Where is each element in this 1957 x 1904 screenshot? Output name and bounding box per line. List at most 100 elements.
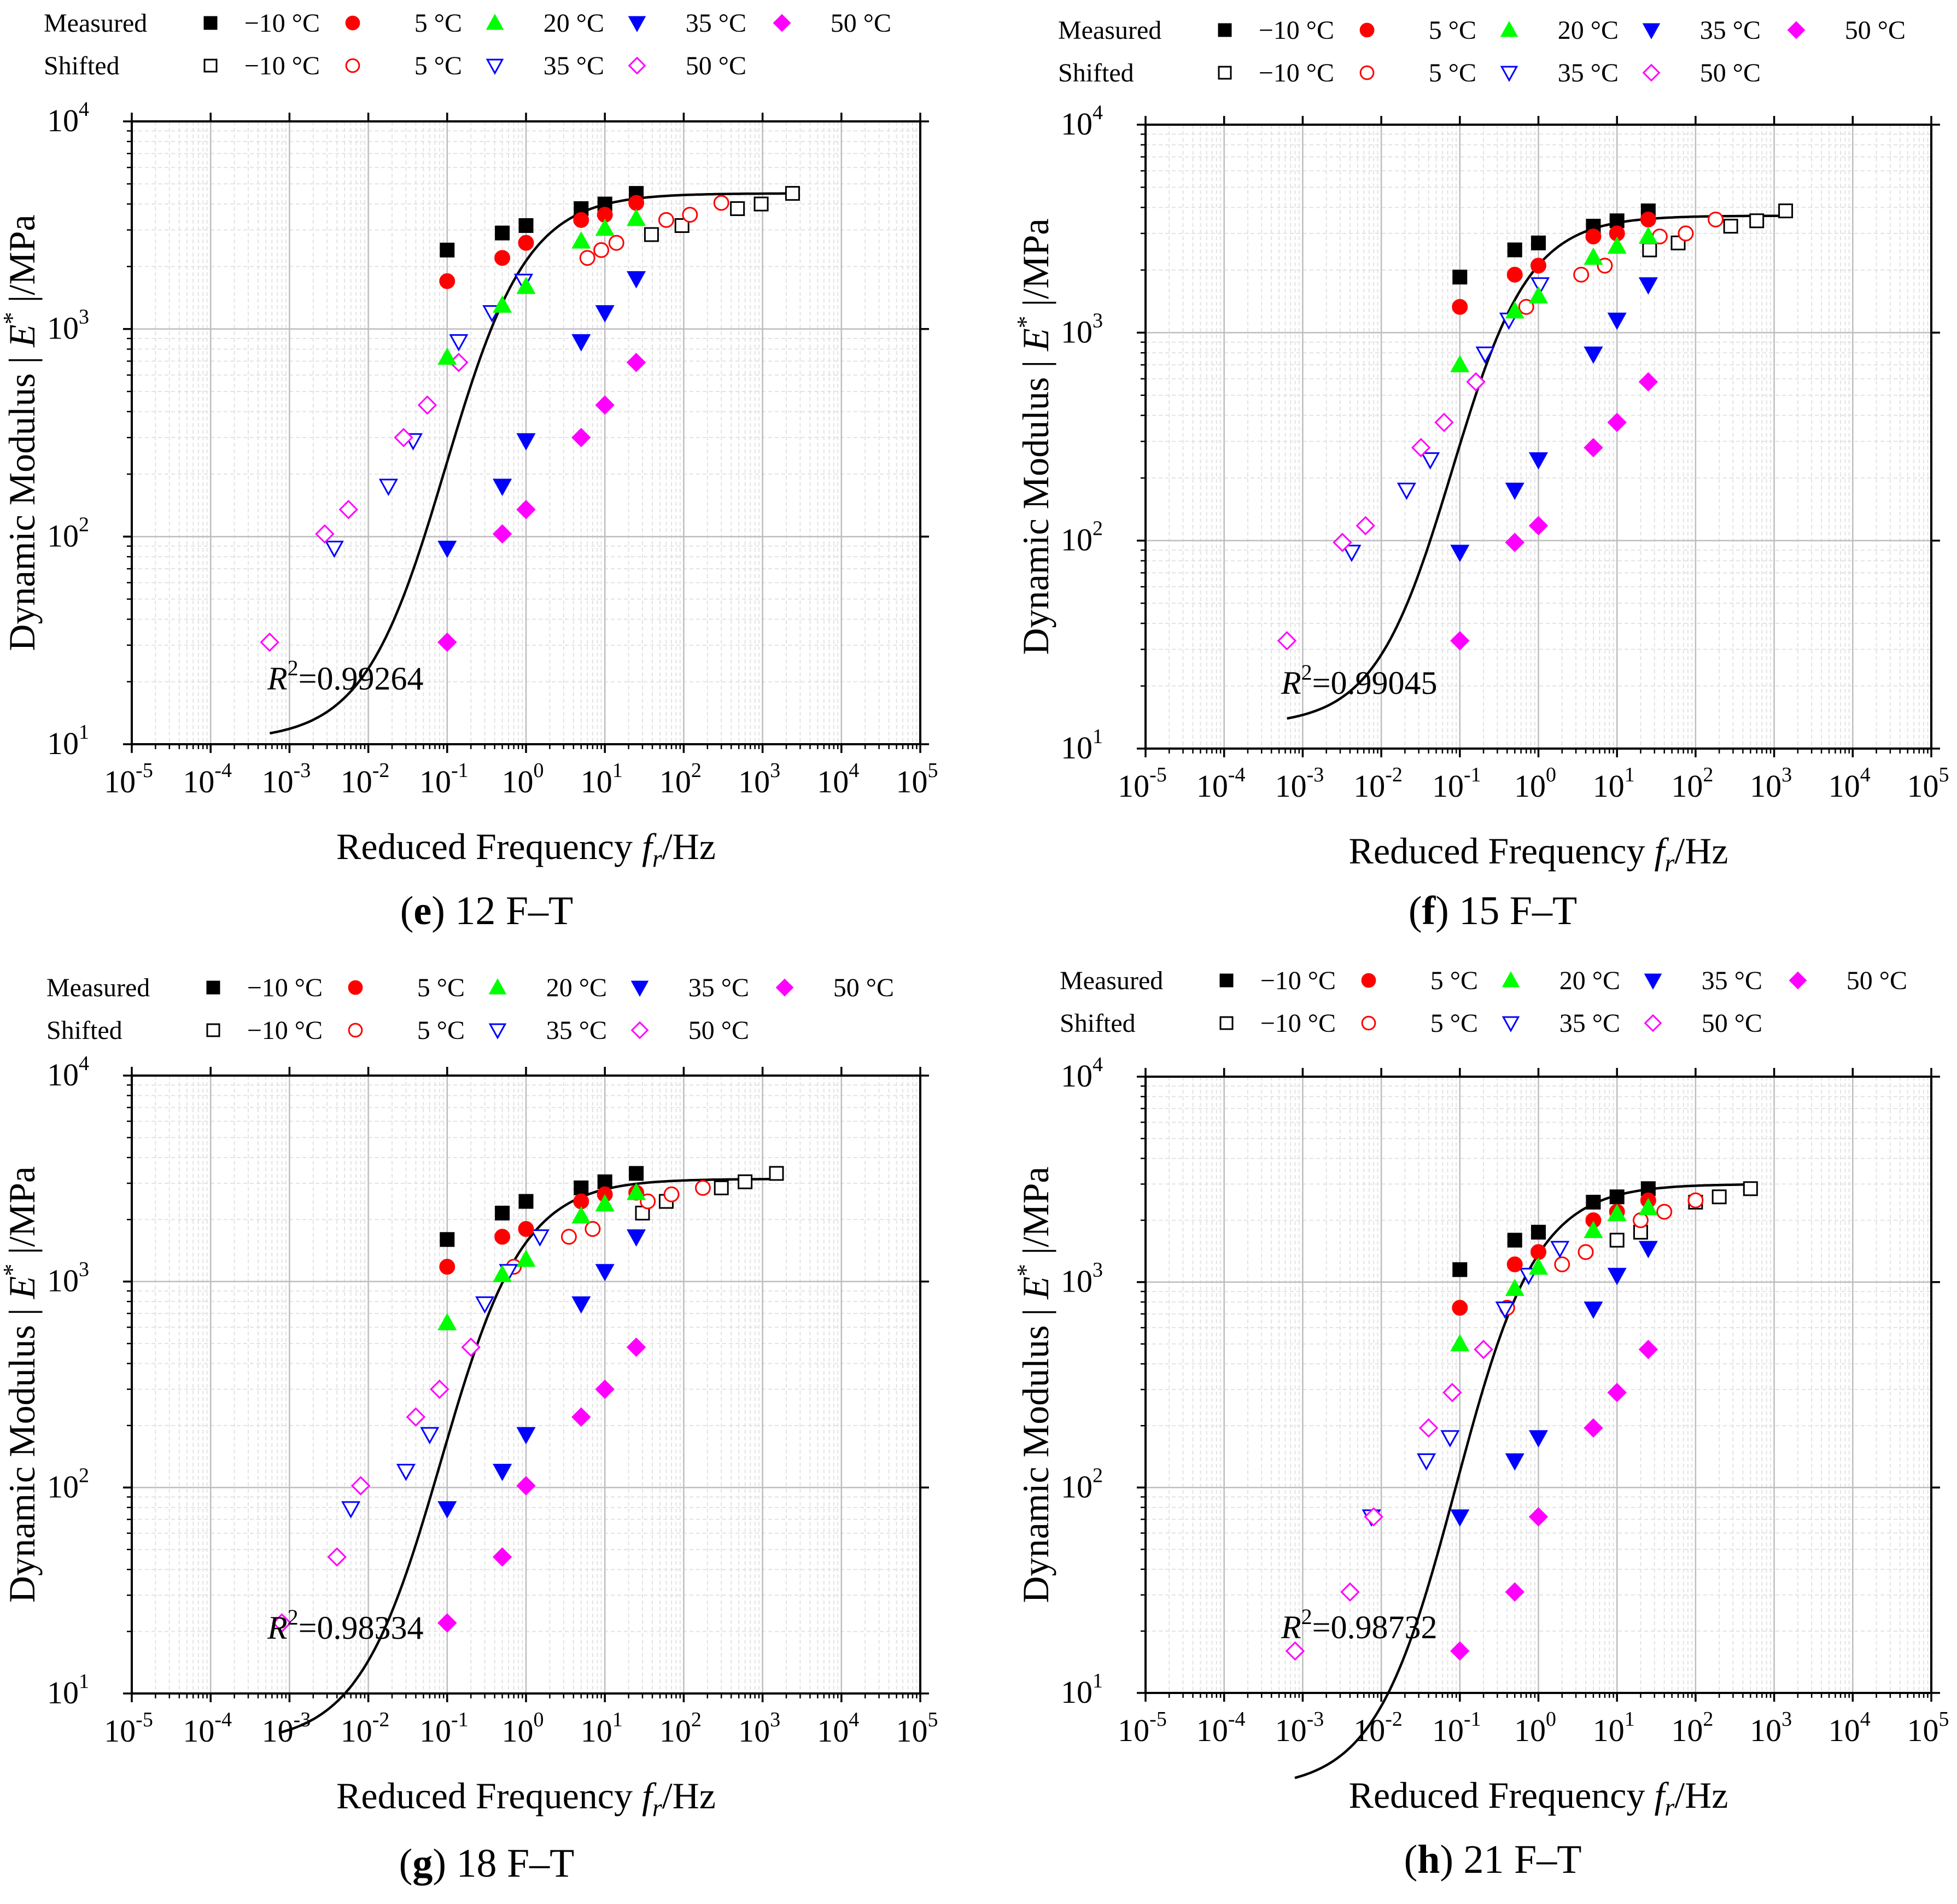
measured-point xyxy=(1584,247,1603,265)
panel-caption: (f) 15 F–T xyxy=(1409,889,1577,933)
y-tick-label: 101 xyxy=(47,1670,89,1710)
y-axis-label-symbol-e: E xyxy=(1015,1276,1056,1300)
legend-measured-label: Measured xyxy=(46,973,150,1002)
legend-measured-marker xyxy=(345,15,360,31)
x-tick-exponent: 5 xyxy=(1939,1708,1949,1731)
panel-caption-text: ) 21 F–T xyxy=(1440,1837,1581,1882)
shifted-point xyxy=(769,1166,784,1181)
legend-measured-marker xyxy=(1359,22,1375,38)
x-axis-label-subscript: r xyxy=(1664,1793,1675,1821)
measured-point xyxy=(1609,213,1625,229)
x-tick-label: 100 xyxy=(502,1708,544,1749)
shifted-point xyxy=(1642,242,1657,258)
x-tick-exponent: -5 xyxy=(136,759,153,782)
measured-point xyxy=(440,242,455,258)
legend-shifted-label: Shifted xyxy=(1060,1009,1136,1038)
legend-measured-temp: 20 °C xyxy=(544,9,604,38)
shifted-point xyxy=(1277,631,1297,651)
shifted-point xyxy=(449,334,469,352)
measured-point xyxy=(629,1166,644,1181)
x-tick-label: 102 xyxy=(1671,763,1713,804)
x-axis-label: Reduced Frequency fr/Hz xyxy=(1349,1774,1728,1821)
shifted-point xyxy=(1397,482,1416,500)
x-axis-label-unit: /Hz xyxy=(1674,830,1728,872)
x-tick-label: 104 xyxy=(1829,763,1871,804)
measured-point xyxy=(1638,226,1658,244)
shifted-point xyxy=(1356,516,1375,536)
shifted-point xyxy=(420,1427,440,1445)
measured-point xyxy=(1506,266,1523,283)
x-tick-exponent: -2 xyxy=(1385,1708,1403,1731)
x-tick-exponent: -4 xyxy=(1228,1708,1246,1731)
legend-measured-marker xyxy=(203,16,218,30)
shifted-point xyxy=(1687,1192,1704,1208)
legend-measured-temp: 35 °C xyxy=(1702,966,1762,995)
measured-point xyxy=(1507,1233,1522,1248)
shifted-point xyxy=(1421,452,1440,470)
measured-point xyxy=(1450,1334,1470,1352)
r-squared-label: R2=0.98334 xyxy=(267,1605,424,1646)
measured-point xyxy=(439,273,455,289)
legend-shifted-temp: 5 °C xyxy=(414,51,462,80)
data-points xyxy=(272,1166,784,1633)
y-tick-exponent: 2 xyxy=(1093,1464,1103,1487)
legend-shifted-temp: −10 °C xyxy=(1259,59,1334,87)
panel-caption-text: ) 18 F–T xyxy=(433,1841,574,1886)
legend-shifted-marker xyxy=(630,1021,649,1039)
measured-point xyxy=(1452,299,1468,315)
r-squared-symbol: R xyxy=(1281,665,1301,701)
y-axis-label-star: * xyxy=(1012,316,1039,328)
x-axis-label: Reduced Frequency fr/Hz xyxy=(336,826,716,872)
panel-caption: (e) 12 F–T xyxy=(400,889,574,933)
axis-ticks xyxy=(1137,116,1940,757)
x-tick-exponent: 4 xyxy=(849,1708,859,1731)
y-tick-label: 103 xyxy=(1061,309,1103,349)
master-curve xyxy=(269,192,795,735)
measured-point xyxy=(437,347,457,365)
shifted-point xyxy=(663,1186,680,1202)
x-tick-exponent: 0 xyxy=(534,759,544,782)
x-tick-label: 103 xyxy=(738,1708,780,1749)
measured-point xyxy=(437,1313,457,1330)
x-tick-label: 100 xyxy=(502,759,544,799)
x-tick-label: 105 xyxy=(896,1708,938,1749)
x-axis-label-subscript: r xyxy=(1664,849,1675,877)
y-axis-label-unit: |/MPa xyxy=(1,1166,43,1264)
x-tick-label: 10-4 xyxy=(1196,1708,1246,1748)
x-tick-exponent: 0 xyxy=(1546,763,1556,786)
measured-point xyxy=(493,295,512,313)
y-tick-exponent: 1 xyxy=(1093,725,1103,748)
x-tick-label: 102 xyxy=(1671,1708,1713,1748)
x-tick-label: 10-5 xyxy=(1118,763,1167,804)
y-axis-label: Dynamic Modulus | E* |/MPa xyxy=(0,214,43,651)
axis-ticks xyxy=(123,1067,929,1702)
r-squared-symbol: R xyxy=(1281,1609,1301,1645)
shifted-point xyxy=(1440,1430,1460,1448)
measured-point xyxy=(440,1232,455,1247)
measured-point xyxy=(1638,1198,1658,1216)
legend: Measured Shifted −10 °C 5 °C 20 °C 35 °C 50 °C… xyxy=(1058,16,1906,87)
y-axis-label-star: * xyxy=(0,312,26,324)
legend-shifted-temp: 35 °C xyxy=(546,1016,607,1045)
x-tick-exponent: 5 xyxy=(1939,763,1949,786)
legend-shifted-marker xyxy=(628,56,646,75)
measured-point xyxy=(626,1338,646,1357)
y-tick-exponent: 4 xyxy=(79,98,89,121)
legend-shifted-label: Shifted xyxy=(44,51,120,80)
y-tick-exponent: 3 xyxy=(79,306,89,329)
measured-point xyxy=(1528,1257,1549,1275)
measured-point xyxy=(595,1194,615,1212)
x-tick-exponent: 3 xyxy=(770,1708,780,1731)
measured-point xyxy=(571,428,591,447)
data-points xyxy=(1277,203,1794,651)
y-tick-exponent: 2 xyxy=(79,513,89,536)
x-axis-label-unit: /Hz xyxy=(662,826,716,867)
y-axis-label: Dynamic Modulus | E* |/MPa xyxy=(1012,218,1056,655)
shifted-point xyxy=(682,207,698,223)
data-points xyxy=(1285,1181,1758,1661)
measured-point xyxy=(1528,286,1549,303)
measured-point xyxy=(1638,1340,1658,1359)
y-axis-label-symbol-e: E xyxy=(1,324,43,348)
y-tick-label: 101 xyxy=(1061,725,1103,766)
measured-point xyxy=(571,1206,591,1224)
